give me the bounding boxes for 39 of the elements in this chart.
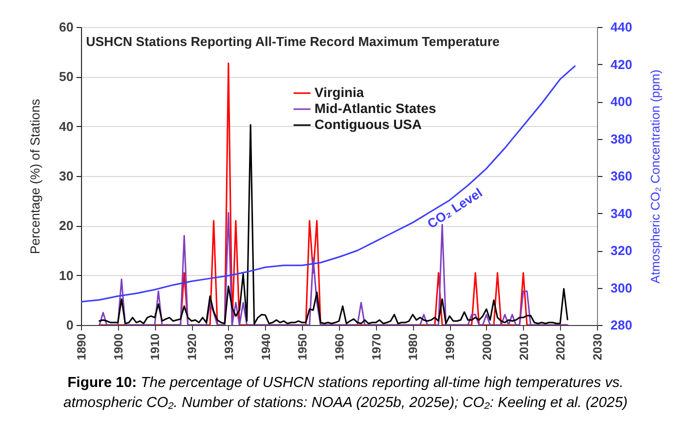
line-series <box>98 212 568 325</box>
x-tick-label: 1990 <box>443 333 458 360</box>
x-tick-label: 1980 <box>406 333 420 360</box>
y2-tick-label: 400 <box>610 94 632 109</box>
y-tick-label: 50 <box>59 69 74 84</box>
caption: Figure 10: The percentage of USHCN stations reporting all-time high temperatures vs. atmospheric CO₂. Number of stations: NOAA (2025b, 2025e); CO₂: Keeling et al. (2025) <box>63 375 628 411</box>
y-tick-label: 30 <box>59 168 74 184</box>
y2-tick-label: 380 <box>610 131 632 146</box>
y2-axis-title: Atmospheric CO₂ Concentration (ppm) <box>648 70 662 284</box>
x-tick-label: 1930 <box>222 333 236 360</box>
x-tick-label: 1910 <box>148 333 162 360</box>
y2-tick-label: 280 <box>610 318 632 332</box>
y2-tick-label: 440 <box>610 20 632 34</box>
x-tick-label: 1970 <box>369 333 384 360</box>
y-tick-label: 20 <box>59 218 74 234</box>
legend-label: Mid-Atlantic States <box>314 101 436 116</box>
y-tick-label: 0 <box>66 318 74 332</box>
y2-tick-label: 340 <box>610 206 632 221</box>
x-tick-label: 2000 <box>480 333 494 360</box>
text: USHCN Stations Reporting All-Time Record Maximum Temperature <box>86 34 500 49</box>
x-tick-label: 1960 <box>332 333 346 360</box>
x-tick-label: 1900 <box>111 333 126 360</box>
legend-label: Virginia <box>314 85 364 100</box>
y2-tick-label: 300 <box>610 280 632 296</box>
x-tick-label: 1940 <box>258 333 273 360</box>
x-tick-label: 2030 <box>590 333 604 360</box>
y2-tick-label: 420 <box>610 56 632 72</box>
x-tick-label: 1890 <box>74 333 88 360</box>
x-tick-label: 2020 <box>554 333 568 360</box>
y2-tick-label: 320 <box>610 243 632 258</box>
x-tick-label: 2010 <box>516 333 531 360</box>
y-tick-label: 60 <box>59 20 74 34</box>
legend-label: Contiguous USA <box>314 117 422 132</box>
x-tick-label: 1950 <box>296 333 310 360</box>
x-tick-label: 1920 <box>185 333 200 360</box>
y-axis-title: Percentage (%) of Stations <box>28 98 42 254</box>
y2-tick-label: 360 <box>610 168 632 184</box>
y-tick-label: 10 <box>59 268 74 283</box>
y-tick-label: 40 <box>59 118 74 134</box>
